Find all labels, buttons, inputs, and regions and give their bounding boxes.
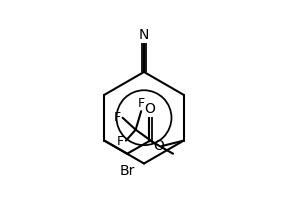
Text: Br: Br bbox=[120, 164, 135, 178]
Text: N: N bbox=[139, 28, 149, 42]
Text: F: F bbox=[113, 111, 120, 124]
Text: F: F bbox=[117, 135, 124, 148]
Text: O: O bbox=[145, 102, 156, 116]
Text: F: F bbox=[138, 97, 145, 110]
Text: O: O bbox=[153, 139, 164, 153]
